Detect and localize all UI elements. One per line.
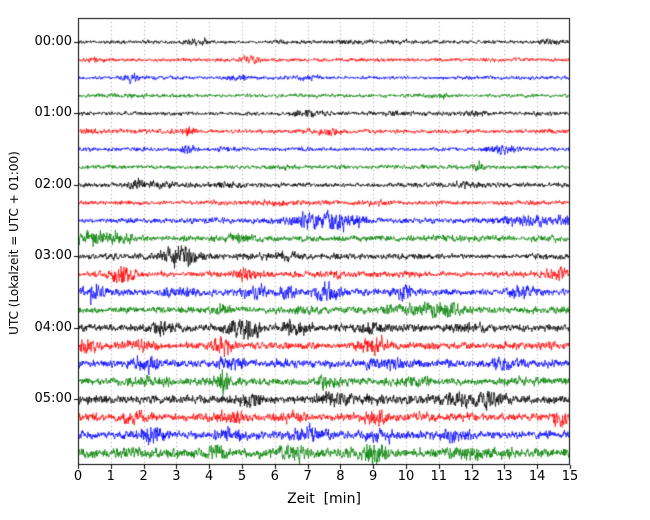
y-tick-label: 02:00: [34, 176, 72, 192]
x-tick-label: 3: [172, 469, 181, 484]
x-tick-label: 7: [303, 469, 312, 484]
x-axis-label: Zeit [min]: [287, 491, 361, 507]
x-tick-label: 2: [139, 469, 148, 484]
y-tick-label: 04:00: [34, 319, 72, 335]
x-tick-label: 12: [463, 469, 480, 484]
y-tick-label: 00:00: [34, 34, 72, 49]
x-tick-label: 13: [496, 469, 513, 484]
x-tick-label: 0: [73, 469, 83, 484]
x-tick-label: 15: [561, 469, 579, 484]
y-tick-label: 05:00: [34, 391, 72, 407]
y-tick-label: 03:00: [34, 248, 72, 264]
x-tick-label: 1: [106, 469, 115, 484]
x-tick-label: 10: [397, 469, 415, 484]
x-tick-label: 6: [270, 469, 279, 484]
x-tick-label: 9: [369, 469, 378, 484]
y-tick-label: 01:00: [34, 105, 72, 121]
x-tick-label: 11: [430, 469, 448, 484]
x-tick-label: 14: [528, 469, 546, 484]
x-tick-label: 8: [336, 469, 345, 484]
x-tick-label: 4: [205, 469, 214, 484]
y-axis-label: UTC (Lokalzeit = UTC + 01:00): [7, 151, 21, 335]
x-tick-label: 5: [237, 469, 247, 484]
